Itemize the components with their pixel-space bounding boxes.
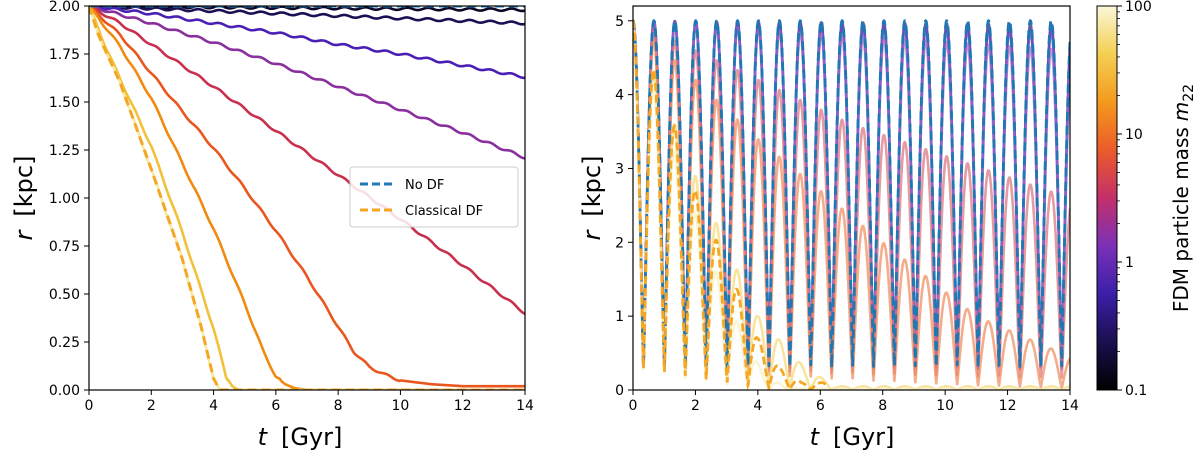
left-series-line	[89, 6, 525, 390]
left-y-label: r [kpc]	[10, 156, 38, 241]
left-x-tick-label: 12	[454, 398, 472, 414]
left-series-line	[89, 6, 525, 80]
left-y-tick-label: 2.00	[49, 0, 80, 15]
right-x-tick-label: 0	[629, 398, 638, 414]
left-y-tick-label: 1.75	[49, 47, 80, 63]
left-x-tick-label: 10	[392, 398, 410, 414]
colorbar-gradient	[1096, 5, 1118, 391]
right-x-tick-label: 4	[753, 398, 762, 414]
right-x-tick-label: 2	[691, 398, 700, 414]
left-series-line	[89, 6, 525, 26]
left-y-tick-label: 0.00	[49, 383, 80, 399]
left-series-line	[89, 6, 525, 390]
left-y-tick-label: 1.00	[49, 191, 80, 207]
right-x-label: t [Gyr]	[810, 423, 895, 451]
colorbar-tick-label: 1	[1125, 255, 1134, 271]
left-series-line	[89, 6, 525, 388]
legend: No DF Classical DF	[349, 166, 519, 228]
right-classical-df-orbit	[633, 20, 828, 390]
right-x-tick-label: 12	[999, 398, 1017, 414]
right-x-unit: [Gyr]	[833, 423, 894, 451]
left-y-tick-label: 0.50	[49, 287, 80, 303]
colorbar-tick-label: 0.1	[1125, 383, 1147, 399]
right-x-tick-label: 14	[1061, 398, 1079, 414]
left-y-tick-label: 0.25	[49, 335, 80, 351]
right-y-ticks: 0 1 2 3 4 5	[615, 14, 633, 399]
colorbar-label-sub: 22	[1181, 84, 1197, 102]
colorbar: 0.1 1 10 100 FDM particle mass m22	[1096, 0, 1197, 399]
right-x-tick-label: 6	[816, 398, 825, 414]
right-x-tick-label: 10	[936, 398, 954, 414]
legend-label-no-df: No DF	[405, 178, 444, 193]
left-x-label: t [Gyr]	[258, 423, 343, 451]
left-x-unit: [Gyr]	[281, 423, 342, 451]
right-plot-area	[633, 19, 1070, 390]
left-series-line	[89, 6, 525, 316]
colorbar-tick-label: 100	[1125, 0, 1152, 15]
left-y-tick-label: 1.50	[49, 95, 80, 111]
left-series-line	[89, 6, 525, 160]
colorbar-ticks: 0.1 1 10 100	[1117, 0, 1152, 399]
left-plot-area	[89, 6, 525, 390]
right-y-tick-label: 3	[615, 161, 624, 177]
left-x-tick-label: 2	[147, 398, 156, 414]
right-y-tick-label: 2	[615, 235, 624, 251]
colorbar-label-text: FDM particle mass	[1169, 127, 1193, 312]
left-x-tick-label: 6	[271, 398, 280, 414]
left-panel: 0 2 4 6 8 10 12 14 0.00 0.25 0.50 0.75 1.00 1.25 1.50…	[10, 0, 534, 451]
legend-label-classical-df: Classical DF	[405, 204, 483, 219]
left-y-unit: [kpc]	[10, 156, 38, 217]
left-x-tick-label: 8	[334, 398, 343, 414]
left-x-ticks: 0 2 4 6 8 10 12 14	[85, 390, 534, 414]
right-y-tick-label: 0	[615, 383, 624, 399]
right-y-tick-label: 4	[615, 88, 624, 104]
legend-box	[349, 166, 519, 228]
right-y-tick-label: 5	[615, 14, 624, 30]
left-y-tick-label: 0.75	[49, 239, 80, 255]
colorbar-label: FDM particle mass m22	[1169, 84, 1197, 312]
right-x-tick-label: 8	[878, 398, 887, 414]
left-y-symbol: r	[10, 228, 38, 240]
right-x-ticks: 0 2 4 6 8 10 12 14	[629, 390, 1079, 414]
right-y-label: r [kpc]	[578, 156, 606, 241]
right-x-symbol: t	[810, 423, 821, 451]
left-y-tick-label: 1.25	[49, 143, 80, 159]
left-x-tick-label: 0	[85, 398, 94, 414]
colorbar-tick-label: 10	[1125, 127, 1143, 143]
left-series-line	[89, 6, 525, 390]
right-y-symbol: r	[578, 228, 606, 240]
left-y-ticks: 0.00 0.25 0.50 0.75 1.00 1.25 1.50 1.75 2.00	[49, 0, 89, 399]
left-x-tick-label: 14	[516, 398, 534, 414]
right-y-unit: [kpc]	[578, 156, 606, 217]
right-axes-frame	[632, 5, 1071, 391]
right-y-tick-label: 1	[615, 309, 624, 325]
colorbar-label-symbol: m	[1169, 102, 1193, 121]
left-x-symbol: t	[258, 423, 269, 451]
left-x-tick-label: 4	[209, 398, 218, 414]
